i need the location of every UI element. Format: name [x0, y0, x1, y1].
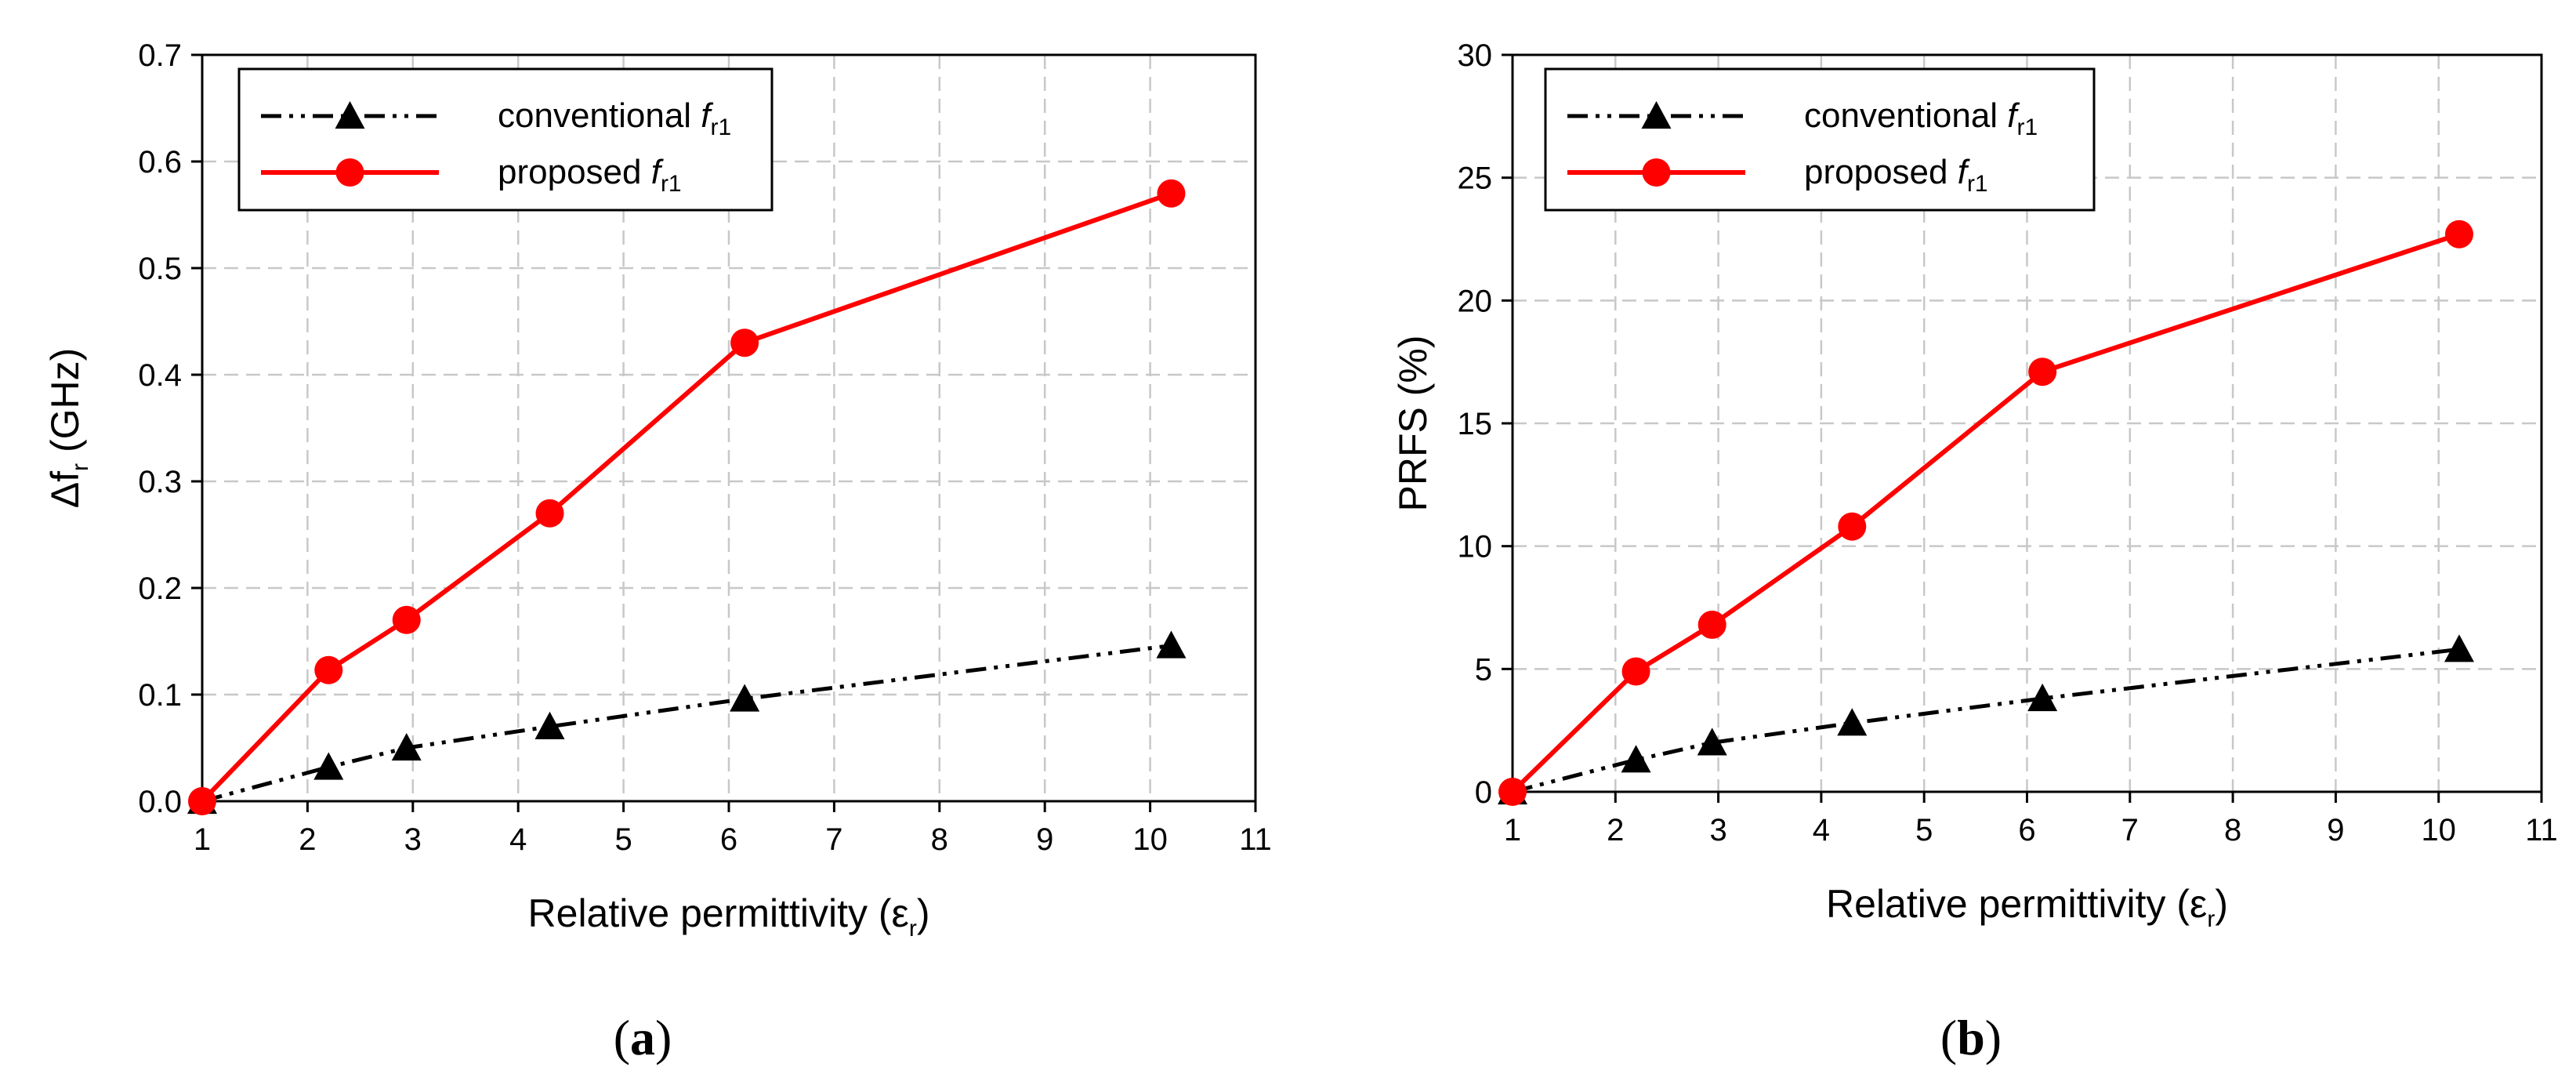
legend: conventional fr1 proposed fr1: [237, 67, 774, 212]
data-point-proposed: [1498, 778, 1527, 806]
data-point-conventional: [1697, 728, 1727, 756]
data-point-proposed: [188, 787, 216, 815]
legend-marker-proposed: [1642, 158, 1671, 187]
data-point-proposed: [2444, 220, 2473, 249]
y-tick-label: 0.3: [138, 465, 182, 499]
y-tick-label: 0.1: [138, 678, 182, 713]
x-tick-label: 4: [509, 822, 527, 857]
legend-marker-conventional: [335, 101, 365, 129]
x-tick-label: 1: [1504, 813, 1521, 847]
data-point-conventional: [1621, 745, 1651, 773]
data-point-proposed: [2028, 357, 2057, 386]
x-tick-label: 2: [1607, 813, 1624, 847]
data-point-conventional: [730, 684, 760, 712]
legend-box: [1544, 67, 2096, 212]
y-tick-label: 0.0: [138, 785, 182, 819]
legend-label-proposed: proposed fr1: [498, 153, 682, 197]
x-axis-title: Relative permittivity (εr): [528, 891, 930, 942]
x-tick-label: 5: [1915, 813, 1933, 847]
legend-label-proposed: proposed fr1: [1804, 153, 1988, 197]
x-tick-label: 4: [1813, 813, 1830, 847]
x-tick-label: 8: [931, 822, 948, 857]
x-tick-label: 5: [614, 822, 632, 857]
x-tick-label: 3: [1709, 813, 1726, 847]
y-tick-label: 0.7: [138, 38, 182, 73]
x-tick-label: 11: [1239, 822, 1272, 857]
y-tick-label: 0.5: [138, 252, 182, 286]
legend-marker-conventional: [1641, 101, 1672, 129]
x-axis-title: Relative permittivity (εr): [1826, 882, 2228, 932]
x-tick-label: 8: [2224, 813, 2241, 847]
y-axis-title: Δfr (GHz): [43, 348, 93, 509]
x-tick-label: 1: [194, 822, 211, 857]
panel-caption: (b): [1940, 1010, 2002, 1065]
panel-caption: (a): [614, 1010, 672, 1065]
data-point-proposed: [1621, 657, 1650, 686]
data-point-proposed: [1838, 512, 1867, 541]
y-tick-label: 10: [1458, 530, 1493, 564]
series-line-conventional: [1512, 647, 2460, 794]
x-tick-label: 10: [2421, 813, 2456, 847]
data-point-proposed: [392, 605, 421, 634]
data-point-proposed: [1157, 179, 1186, 208]
data-point-proposed: [730, 328, 759, 357]
x-tick-label: 10: [1132, 822, 1168, 857]
data-point-conventional: [1837, 708, 1868, 736]
y-tick-label: 5: [1475, 652, 1492, 687]
y-tick-label: 0: [1475, 775, 1492, 810]
data-point-conventional: [1156, 630, 1187, 659]
x-tick-label: 2: [299, 822, 316, 857]
y-tick-label: 0.2: [138, 572, 182, 606]
chart-panel-a: 1 2 3 4 5 6 7 8 9 10 11 0.0 0.1 0.2 0.3 0.4 0.5 0.6 0.7 Δfr…: [43, 38, 1272, 942]
series-line-proposed: [1510, 231, 2460, 794]
x-tick-label: 7: [825, 822, 842, 857]
data-point-conventional: [534, 711, 565, 739]
y-tick-label: 25: [1458, 161, 1493, 196]
legend-label-conventional: conventional fr1: [498, 96, 731, 140]
series-line-proposed: [200, 191, 1172, 804]
x-tick-label: 6: [720, 822, 737, 857]
data-point-conventional: [313, 752, 344, 780]
x-tick-label: 9: [1036, 822, 1053, 857]
y-tick-label: 0.6: [138, 145, 182, 180]
legend-box: [237, 67, 774, 212]
data-point-proposed: [314, 655, 343, 684]
y-axis-title: PRFS (%): [1391, 336, 1435, 512]
legend: conventional fr1 proposed fr1: [1544, 67, 2096, 212]
data-point-conventional: [391, 733, 422, 761]
x-tick-label: 3: [404, 822, 422, 857]
x-tick-label: 6: [2018, 813, 2035, 847]
x-tick-label: 9: [2327, 813, 2344, 847]
x-tick-label: 7: [2121, 813, 2139, 847]
y-tick-label: 0.4: [138, 358, 182, 393]
data-point-conventional: [2027, 683, 2058, 712]
data-point-proposed: [535, 499, 564, 528]
y-tick-label: 30: [1458, 38, 1493, 73]
y-tick-label: 20: [1458, 284, 1493, 318]
y-tick-label: 15: [1458, 407, 1493, 441]
legend-marker-proposed: [335, 158, 364, 187]
x-tick-label: 11: [2525, 813, 2558, 847]
chart-panel-b: 1 2 3 4 5 6 7 8 9 10 11 0 5 10 15 20 25 30 PRFS (%) Relativ…: [1391, 38, 2558, 932]
legend-label-conventional: conventional fr1: [1804, 96, 2038, 140]
data-point-conventional: [2444, 634, 2474, 662]
data-point-proposed: [1697, 610, 1726, 639]
series-line-conventional: [201, 643, 1172, 804]
